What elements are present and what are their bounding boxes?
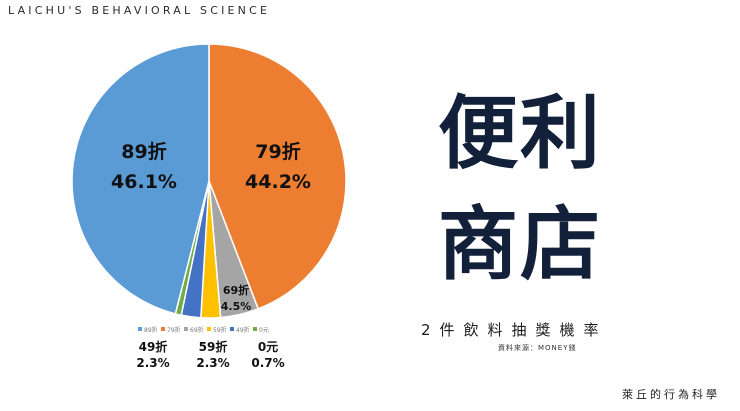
slice-labels: 79折 44.2% 89折 46.1% 69折 4.5% 59折 2.3% 49折 2.3% 0元 0… <box>111 141 311 370</box>
slice-label-value-2: 2.3% <box>196 356 229 370</box>
slice-label-value-4: 0.7% <box>251 356 284 370</box>
legend-swatch-3 <box>207 327 211 331</box>
slice-label-category-0: 79折 <box>255 141 300 163</box>
page-title-line-1: 便利 <box>438 87 602 180</box>
legend-swatch-0 <box>138 327 142 331</box>
source-note: 資料來源：MONEY錢 <box>498 344 577 352</box>
footer-brand: 萊丘的行為科學 <box>622 388 720 401</box>
pie-slice-5 <box>71 43 210 315</box>
slice-label-value-5: 46.1% <box>111 171 177 193</box>
legend-label-1: 79折 <box>167 326 181 334</box>
slice-label-value-0: 44.2% <box>245 171 311 193</box>
legend-swatch-4 <box>230 327 234 331</box>
legend-swatch-2 <box>184 327 188 331</box>
slice-label-category-1: 69折 <box>223 283 249 297</box>
legend-label-2: 69折 <box>190 326 204 334</box>
page-title-line-2: 商店 <box>438 198 602 291</box>
legend-label-3: 59折 <box>213 326 227 334</box>
legend-swatch-5 <box>253 327 257 331</box>
legend-swatch-1 <box>161 327 165 331</box>
slice-label-category-3: 49折 <box>139 339 168 354</box>
slice-label-category-2: 59折 <box>199 339 228 354</box>
legend-label-5: 0元 <box>259 327 269 334</box>
pie-slices <box>71 43 347 319</box>
chart-legend: 89折 79折 69折 59折 49折 0元 <box>138 326 269 334</box>
subtitle: 2件飲料抽獎機率 <box>421 321 608 339</box>
legend-label-4: 49折 <box>236 326 250 334</box>
slice-label-value-3: 2.3% <box>136 356 169 370</box>
pie-slice-0 <box>208 43 347 310</box>
slice-label-value-1: 4.5% <box>221 300 252 313</box>
legend-label-0: 89折 <box>144 326 158 334</box>
slice-label-category-4: 0元 <box>258 340 278 354</box>
brand-header: LAICHU'S BEHAVIORAL SCIENCE <box>8 4 271 17</box>
slice-label-category-5: 89折 <box>121 141 166 163</box>
